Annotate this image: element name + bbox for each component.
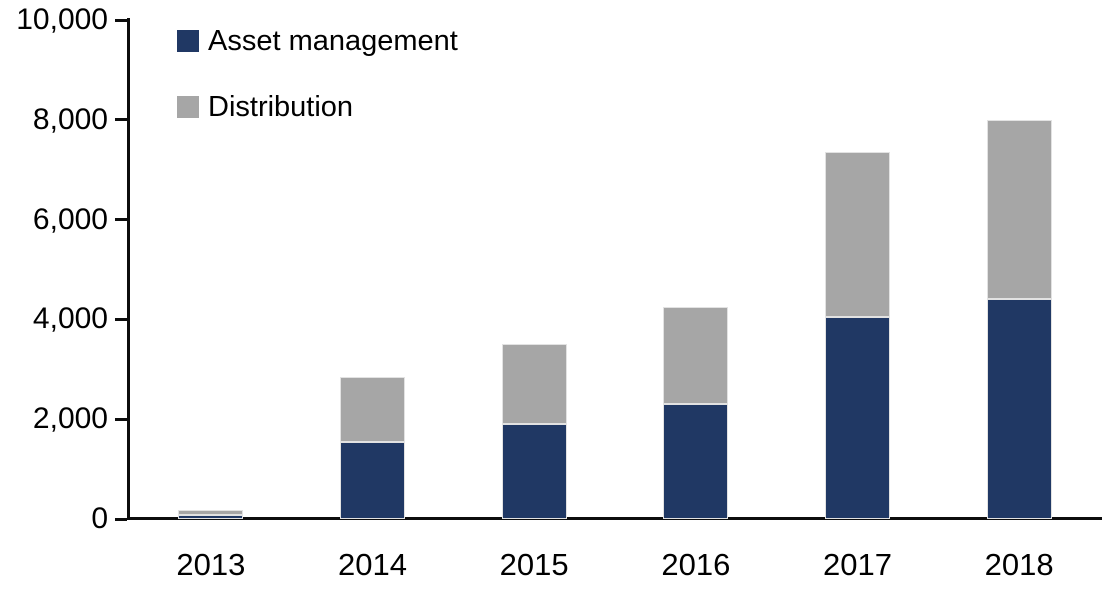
legend: Asset management Distribution	[177, 24, 458, 160]
y-axis-tick-label: 0	[91, 502, 108, 535]
y-axis-tick-label: 8,000	[32, 102, 108, 136]
x-axis-tick-label-2013: 2013	[176, 547, 246, 582]
bar-segment-2015-asset-management	[501, 424, 567, 519]
bar-segment-2016-distribution	[663, 306, 729, 405]
x-axis-line	[127, 517, 1102, 520]
bar-segment-2016-asset-management	[663, 404, 729, 519]
x-axis-tick-label-2015: 2015	[499, 547, 569, 582]
x-axis-tick-label-2017: 2017	[823, 547, 892, 582]
distribution-swatch-icon	[177, 96, 199, 118]
y-axis-tick-label: 2,000	[32, 402, 108, 436]
bar-segment-2014-distribution	[340, 376, 405, 442]
y-axis-tick-label: 4,000	[32, 302, 108, 336]
legend-label-asset-management: Asset management	[208, 24, 458, 57]
legend-item-distribution: Distribution	[177, 90, 458, 123]
y-axis-tick	[115, 517, 127, 521]
y-axis-tick	[115, 317, 127, 321]
bar-segment-2018-distribution	[986, 119, 1052, 300]
x-axis-tick-label-2016: 2016	[661, 547, 731, 582]
bar-segment-2014-asset-management	[340, 441, 405, 519]
y-axis-tick-label: 10,000	[16, 3, 108, 36]
y-axis-tick	[115, 218, 127, 222]
x-axis-tick-label-2018: 2018	[984, 547, 1054, 582]
bar-segment-2013-asset-management	[178, 515, 244, 519]
bar-segment-2017-asset-management	[825, 316, 890, 519]
bar-segment-2013-distribution	[178, 510, 244, 516]
y-axis-line	[127, 18, 130, 520]
bar-segment-2015-distribution	[501, 344, 567, 425]
legend-item-asset-management: Asset management	[177, 24, 458, 57]
legend-label-distribution: Distribution	[208, 90, 354, 123]
x-axis-tick-label-2014: 2014	[338, 547, 407, 582]
asset-management-swatch-icon	[177, 30, 199, 52]
y-axis-tick	[115, 18, 127, 22]
y-axis-tick	[115, 417, 127, 421]
y-axis-tick	[115, 118, 127, 122]
bar-segment-2018-asset-management	[986, 299, 1052, 519]
y-axis-tick-label: 6,000	[32, 202, 108, 236]
bar-segment-2017-distribution	[825, 152, 890, 317]
